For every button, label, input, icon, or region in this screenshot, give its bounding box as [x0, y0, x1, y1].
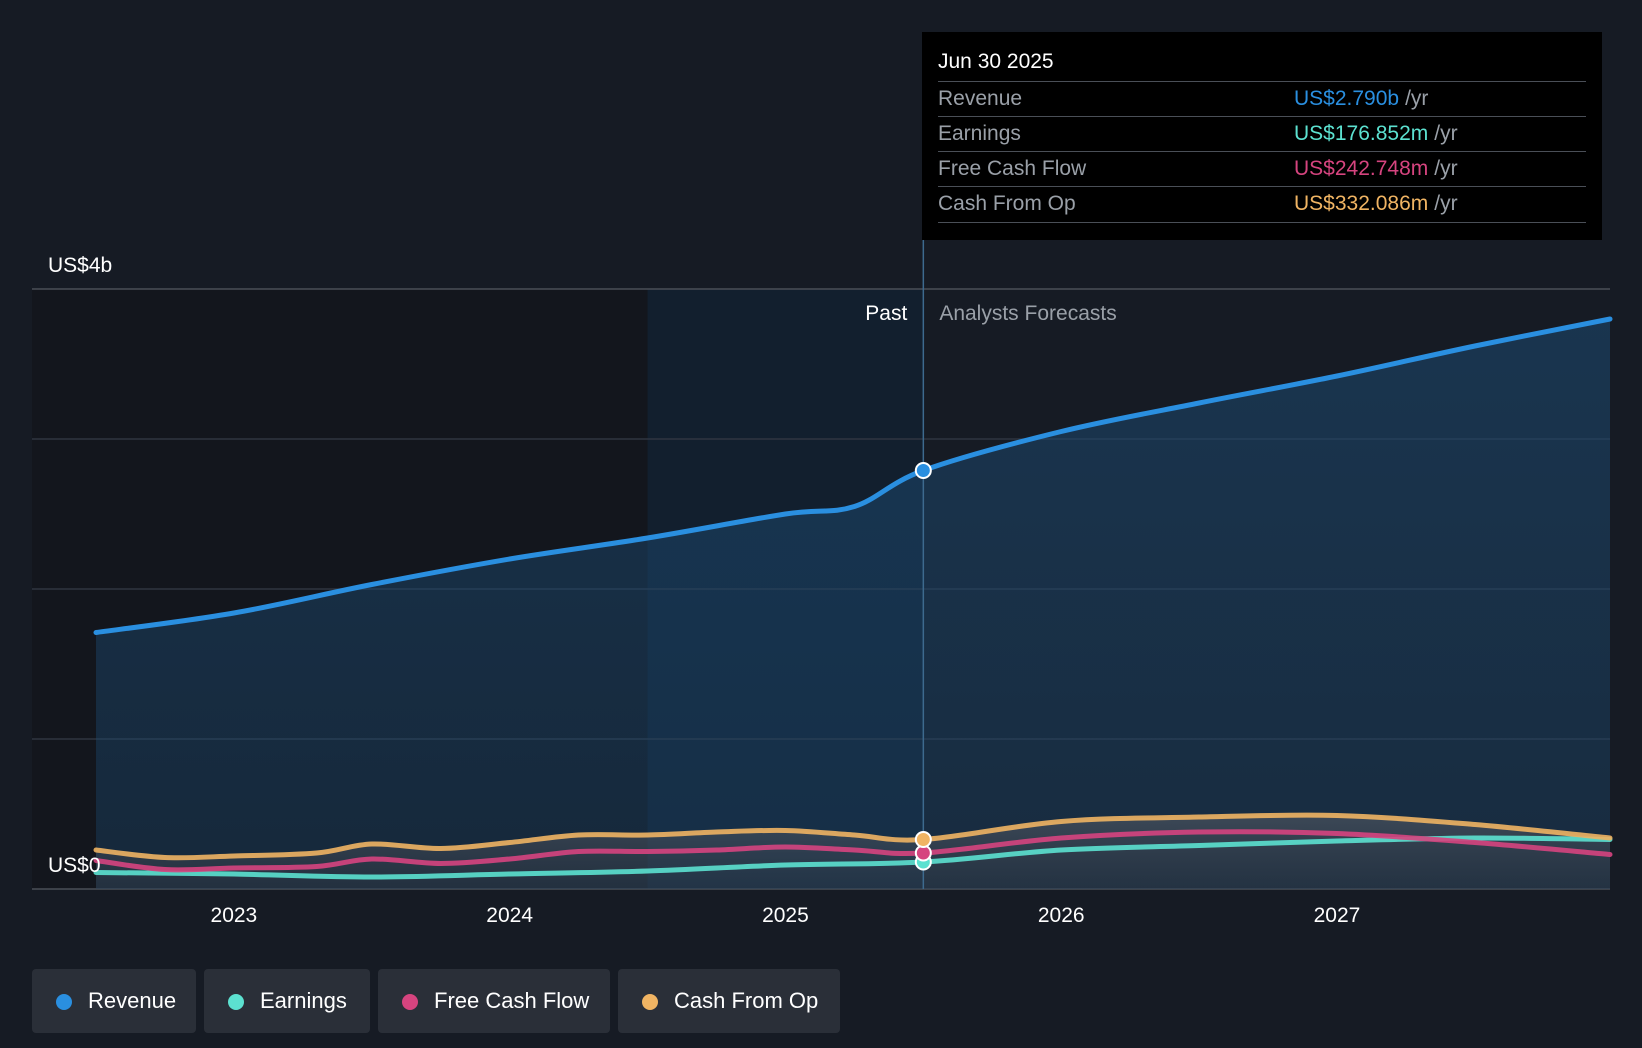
tooltip-row-earnings: Earnings US$176.852m/yr [938, 116, 1586, 151]
tooltip: Jun 30 2025 Revenue US$2.790b/yr Earning… [922, 32, 1602, 240]
y-axis-top-label: US$4b [48, 254, 112, 277]
tooltip-divider [938, 222, 1586, 223]
forecast-label: Analysts Forecasts [939, 302, 1116, 325]
cash-from-op-line [93, 812, 1613, 861]
free-cash-flow-line [93, 829, 1613, 873]
series-lines [93, 316, 1613, 880]
tooltip-date: Jun 30 2025 [938, 50, 1054, 73]
x-tick-label: 2024 [486, 904, 533, 927]
tooltip-value: US$176.852m/yr [1294, 122, 1458, 145]
legend-item-earnings[interactable]: Earnings [204, 969, 370, 1033]
cash-from-op-marker [914, 831, 932, 848]
revenue-area [96, 319, 1610, 889]
legend-label: Free Cash Flow [434, 988, 590, 1013]
cash-from-op-dot-icon [642, 994, 658, 1010]
x-axis-ticks: 2023 2024 2025 2026 2027 [211, 904, 1361, 927]
y-axis-bottom-label: US$0 [48, 854, 101, 877]
revenue-line [93, 316, 1613, 635]
tooltip-value: US$2.790b/yr [1294, 87, 1429, 110]
legend-item-revenue[interactable]: Revenue [32, 969, 196, 1033]
revenue-marker [914, 462, 932, 479]
x-tick-label: 2027 [1314, 904, 1361, 927]
tooltip-label: Cash From Op [938, 192, 1076, 215]
earnings-line [93, 835, 1613, 880]
tooltip-label: Revenue [938, 87, 1023, 110]
tooltip-label: Free Cash Flow [938, 157, 1087, 180]
legend-item-free-cash-flow[interactable]: Free Cash Flow [378, 969, 610, 1033]
tooltip-value: US$242.748m/yr [1294, 157, 1458, 180]
series-markers [914, 462, 932, 871]
x-tick-label: 2023 [211, 904, 258, 927]
legend-label: Cash From Op [674, 988, 819, 1013]
tooltip-row-cash-from-op: Cash From Op US$332.086m/yr [938, 186, 1586, 221]
legend-label: Revenue [88, 988, 177, 1013]
tooltip-row-free-cash-flow: Free Cash Flow US$242.748m/yr [938, 151, 1586, 186]
free-cash-flow-dot-icon [402, 994, 418, 1010]
tooltip-label: Earnings [938, 122, 1021, 145]
revenue-dot-icon [56, 994, 72, 1010]
tooltip-row-revenue: Revenue US$2.790b/yr [938, 81, 1586, 116]
tooltip-value: US$332.086m/yr [1294, 192, 1458, 215]
legend-label: Earnings [260, 988, 347, 1013]
past-label: Past [865, 302, 907, 325]
x-tick-label: 2025 [762, 904, 809, 927]
x-tick-label: 2026 [1038, 904, 1085, 927]
legend-item-cash-from-op[interactable]: Cash From Op [618, 969, 840, 1033]
earnings-dot-icon [228, 994, 244, 1010]
